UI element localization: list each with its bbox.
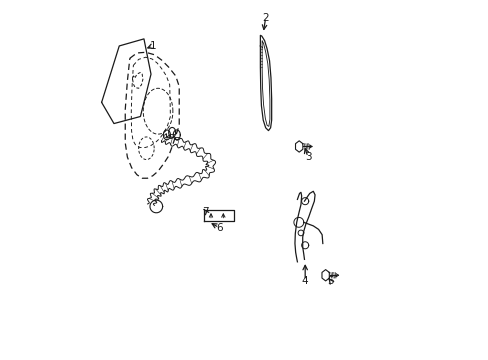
Text: 5: 5 xyxy=(326,275,333,285)
Text: 6: 6 xyxy=(215,222,222,233)
Text: 3: 3 xyxy=(304,152,311,162)
Text: 2: 2 xyxy=(262,13,268,23)
Text: 1: 1 xyxy=(149,41,156,51)
Text: 7: 7 xyxy=(202,207,208,217)
Text: 4: 4 xyxy=(301,275,308,285)
